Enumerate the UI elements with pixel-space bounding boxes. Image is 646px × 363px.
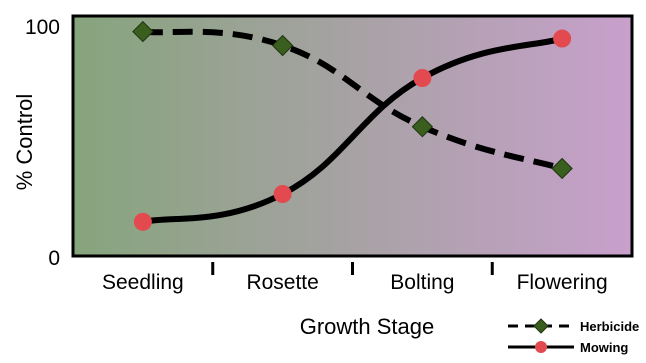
data-point-herbicide-rosette [271,34,294,57]
series-markers [132,20,573,231]
x-tick-label-flowering: Flowering [517,271,608,294]
data-point-herbicide-flowering [551,157,573,180]
data-point-mowing-bolting [413,69,432,87]
legend-mowing-marker [535,341,547,353]
series-line-herbicide [142,28,563,172]
y-tick-label-min: 0 [48,247,60,270]
series-line-mowing [139,35,566,225]
x-axis-dividers [211,262,494,275]
x-tick-labels: Seedling Rosette Bolting Flowering [102,271,608,294]
x-tick-label-seedling: Seedling [102,271,184,294]
legend: Herbicide Mowing [508,318,639,355]
data-point-herbicide-seedling [132,20,154,43]
x-tick-label-bolting: Bolting [390,271,454,294]
data-point-mowing-rosette [273,185,292,203]
legend-mowing-label: Mowing [580,340,628,355]
legend-herbicide-marker [533,318,549,334]
x-axis-title: Growth Stage [300,314,435,339]
data-point-mowing-flowering [553,29,572,48]
y-axis-title: % Control [12,94,37,191]
data-point-mowing-seedling [133,212,152,231]
data-point-herbicide-bolting [411,116,434,138]
legend-herbicide-label: Herbicide [580,319,639,334]
y-tick-label-max: 100 [25,16,60,39]
x-tick-label-rosette: Rosette [246,271,318,294]
